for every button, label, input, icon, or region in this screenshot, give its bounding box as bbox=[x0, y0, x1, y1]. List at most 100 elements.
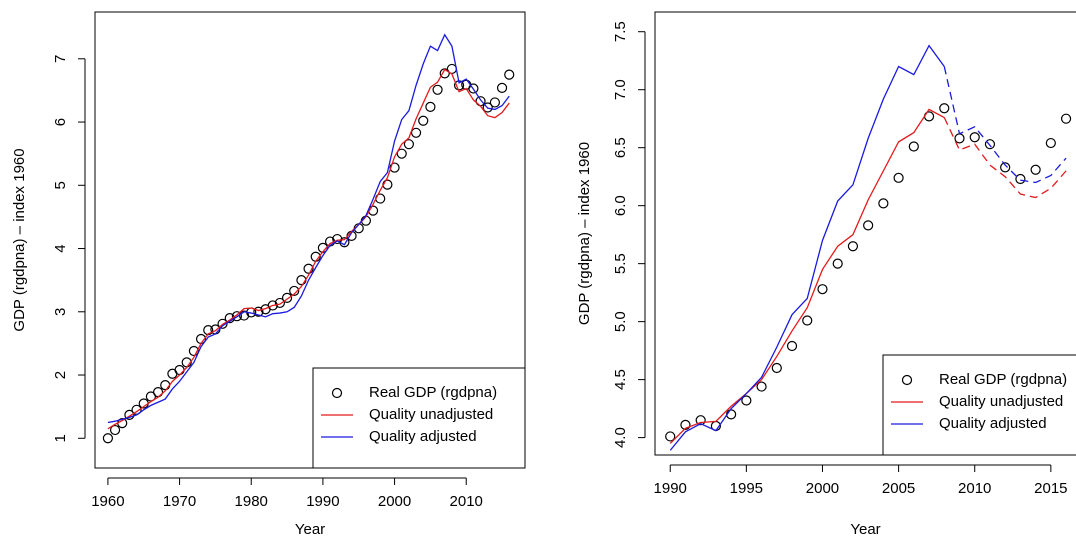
y-axis-title: GDP (rgdpna) – index 1960 bbox=[11, 148, 28, 331]
data-point bbox=[504, 69, 515, 80]
y-tick-label: 4 bbox=[52, 244, 69, 252]
x-tick-label: 1980 bbox=[235, 493, 268, 510]
data-point bbox=[281, 292, 293, 303]
chart-panel: 1990 1995 2000 2005 2010 2015 Year 4.0 4.5 5.0 5.5… bbox=[576, 11, 1076, 538]
y-axis-title: GDP (rgdpna) – index 1960 bbox=[576, 142, 593, 325]
data-point bbox=[665, 431, 676, 442]
legend-label: Quality unadjusted bbox=[939, 393, 1063, 410]
data-point bbox=[908, 141, 919, 152]
data-point bbox=[253, 306, 264, 317]
y-tick-label: 7.0 bbox=[612, 79, 629, 100]
data-point bbox=[878, 198, 889, 209]
data-point bbox=[418, 115, 429, 126]
legend-box bbox=[312, 367, 526, 469]
y-tick-label: 7 bbox=[52, 55, 69, 63]
y-tick-label: 3 bbox=[52, 308, 69, 316]
plot-frame bbox=[94, 11, 526, 469]
data-point bbox=[296, 275, 307, 286]
data-point bbox=[174, 364, 185, 376]
data-point bbox=[489, 97, 500, 108]
data-point bbox=[231, 311, 242, 322]
series-line bbox=[943, 66, 1067, 184]
data-layer bbox=[665, 44, 1072, 451]
data-point bbox=[468, 83, 479, 94]
legend-box bbox=[882, 354, 1076, 456]
y-tick-label: 2 bbox=[52, 371, 69, 379]
data-point bbox=[274, 297, 285, 309]
chart-panel: 1960 1970 1980 1990 2000 2010 Year 1 2 3 4 5 6 7 GDP (… bbox=[11, 11, 526, 538]
legend: Real GDP (rgdpna) Quality unadjusted Quali… bbox=[312, 367, 526, 469]
data-point bbox=[984, 139, 996, 150]
data-point bbox=[802, 315, 813, 326]
data-point bbox=[695, 415, 706, 426]
x-tick-label: 2005 bbox=[882, 480, 915, 497]
data-point bbox=[396, 148, 407, 159]
x-tick-label: 1995 bbox=[730, 480, 763, 497]
x-tick-label: 2015 bbox=[1034, 480, 1067, 497]
legend: Real GDP (rgdpna) Quality unadjusted Quali… bbox=[882, 354, 1076, 456]
data-point bbox=[496, 82, 508, 93]
data-point bbox=[969, 132, 980, 143]
y-tick-label: 4.0 bbox=[612, 427, 629, 448]
y-tick-label: 5.5 bbox=[612, 253, 629, 274]
data-point bbox=[217, 318, 228, 329]
y-tick-label: 6.5 bbox=[612, 137, 629, 158]
data-point bbox=[124, 409, 135, 420]
data-point bbox=[680, 419, 691, 430]
series-line bbox=[107, 33, 510, 424]
y-tick-label: 4.5 bbox=[612, 369, 629, 390]
data-point bbox=[267, 300, 278, 311]
data-point bbox=[109, 424, 121, 436]
data-point bbox=[382, 179, 393, 190]
series-line bbox=[107, 68, 510, 430]
series-line bbox=[669, 44, 945, 451]
legend-label: Quality adjusted bbox=[939, 415, 1047, 432]
data-point bbox=[939, 103, 950, 114]
y-tick-label: 6.0 bbox=[612, 195, 629, 216]
data-point bbox=[432, 84, 443, 95]
data-point bbox=[832, 258, 843, 269]
x-tick-label: 1960 bbox=[91, 493, 124, 510]
data-point bbox=[410, 127, 422, 138]
data-point bbox=[403, 139, 414, 150]
y-tick-label: 6 bbox=[52, 118, 69, 126]
x-tick-label: 1990 bbox=[306, 493, 339, 510]
x-tick-label: 1990 bbox=[654, 480, 687, 497]
y-tick-label: 7.5 bbox=[612, 21, 629, 42]
data-point bbox=[1045, 137, 1056, 149]
data-point bbox=[726, 409, 737, 420]
data-point bbox=[771, 362, 782, 374]
x-tick-label: 2000 bbox=[806, 480, 839, 497]
data-point bbox=[741, 395, 752, 406]
legend-symbol bbox=[331, 387, 343, 399]
y-tick-label: 1 bbox=[52, 434, 69, 442]
legend-label: Quality unadjusted bbox=[369, 406, 493, 423]
plot-frame bbox=[654, 11, 1076, 456]
data-point bbox=[425, 101, 436, 112]
x-tick-label: 1970 bbox=[163, 493, 196, 510]
legend-symbol bbox=[901, 374, 913, 386]
series-line bbox=[943, 117, 1067, 199]
data-layer bbox=[102, 33, 515, 444]
data-point bbox=[1030, 164, 1041, 175]
data-point bbox=[786, 340, 798, 352]
data-point bbox=[289, 285, 300, 297]
data-point bbox=[817, 284, 828, 295]
data-point bbox=[863, 220, 874, 231]
x-tick-label: 2010 bbox=[958, 480, 991, 497]
data-point bbox=[482, 102, 493, 113]
data-point bbox=[893, 172, 904, 183]
data-point bbox=[160, 380, 171, 391]
legend-label: Real GDP (rgdpna) bbox=[369, 384, 497, 401]
x-tick-label: 2010 bbox=[450, 493, 483, 510]
data-point bbox=[847, 241, 859, 252]
data-point bbox=[1060, 113, 1072, 124]
data-point bbox=[1000, 162, 1011, 173]
data-point bbox=[152, 387, 164, 398]
data-point bbox=[102, 433, 114, 444]
x-axis-title: Year bbox=[295, 521, 325, 538]
data-point bbox=[756, 381, 767, 392]
y-tick-label: 5.0 bbox=[612, 311, 629, 332]
legend-label: Real GDP (rgdpna) bbox=[939, 371, 1067, 388]
